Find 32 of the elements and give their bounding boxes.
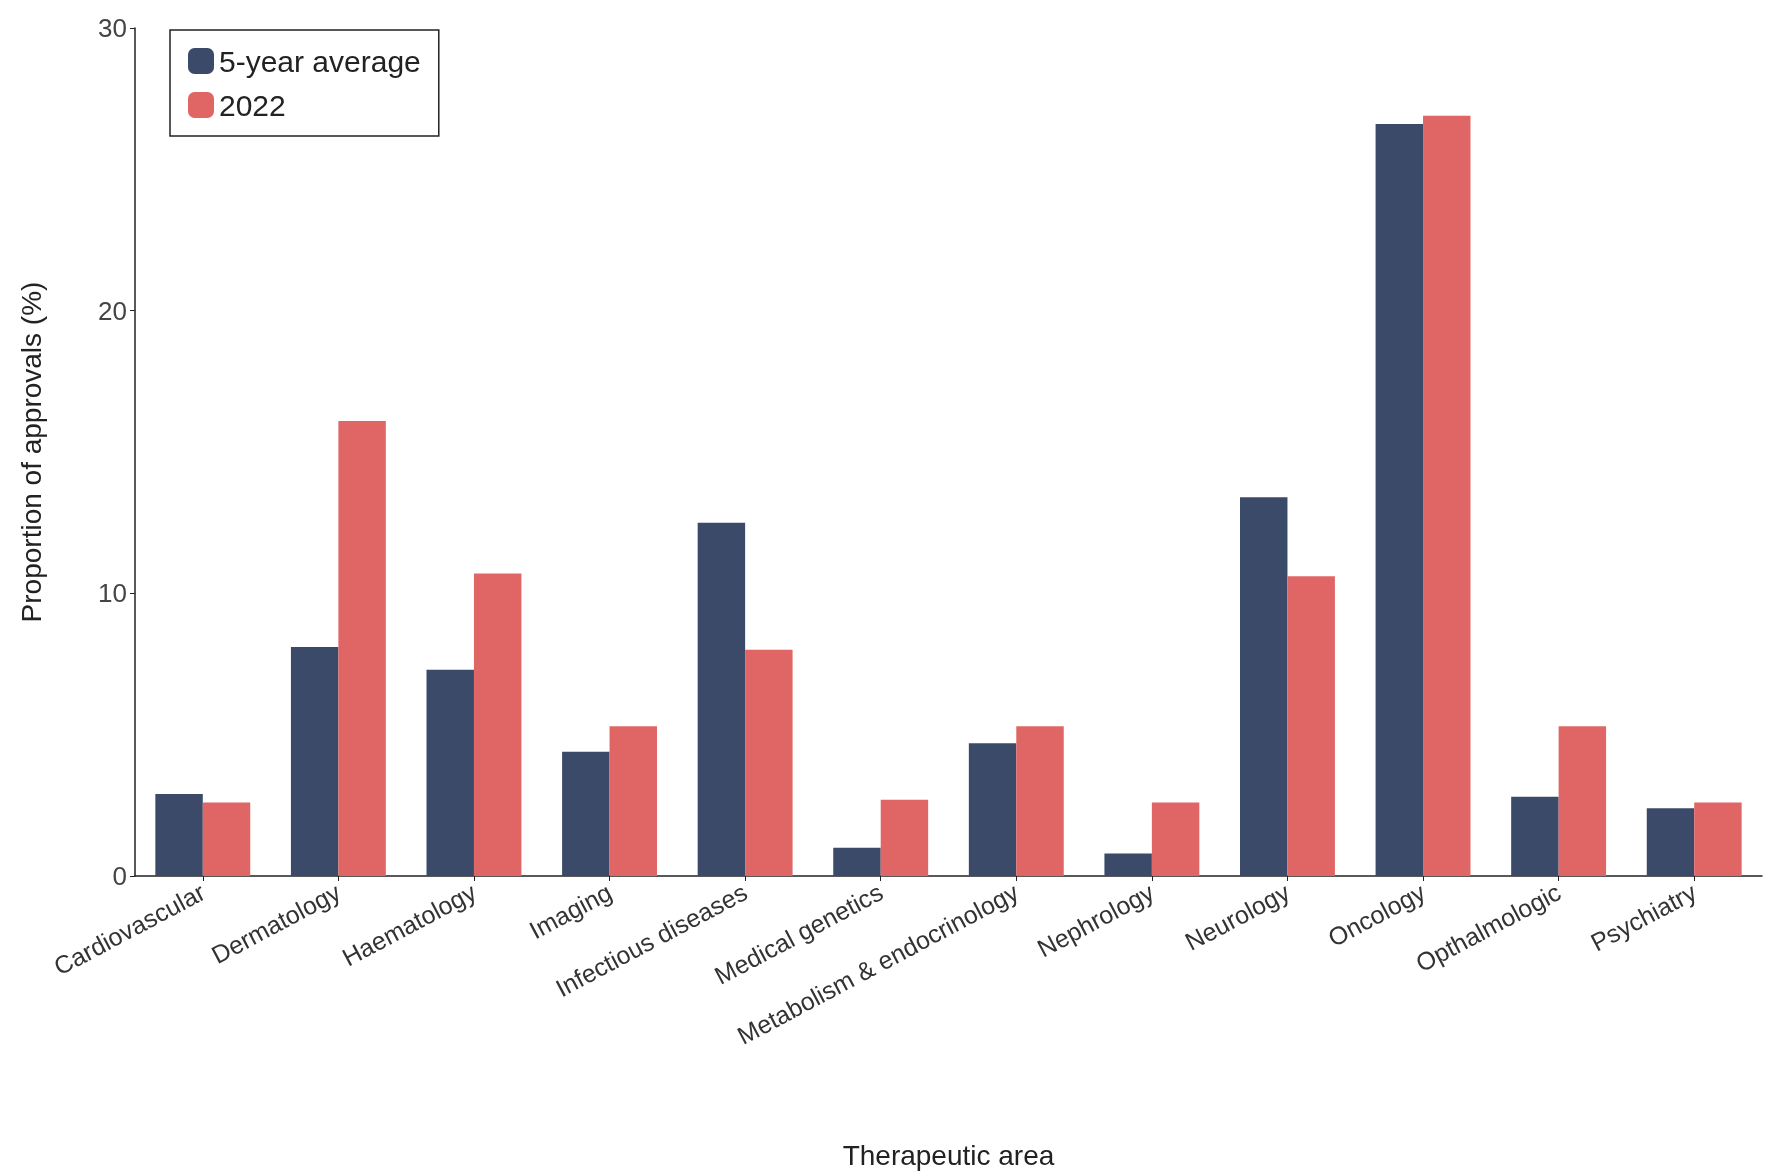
x-axis-title: Therapeutic area (842, 1139, 1055, 1171)
bar (426, 669, 474, 876)
y-tick-label: 30 (98, 13, 127, 43)
bar (1240, 497, 1288, 876)
y-tick-label: 10 (98, 578, 127, 609)
bar (1694, 802, 1742, 876)
bar (1646, 808, 1695, 876)
bar (609, 726, 657, 876)
legend-label: 2022 (219, 88, 286, 122)
y-tick-label: 0 (112, 861, 127, 891)
bar (880, 799, 929, 876)
bar (1151, 802, 1200, 876)
legend-label: 5-year average (219, 44, 421, 78)
bar (968, 743, 1017, 876)
bar (1558, 726, 1607, 876)
bar (1016, 726, 1064, 876)
bar (745, 649, 793, 876)
bar (1287, 576, 1335, 876)
bar (697, 522, 746, 876)
bar (473, 573, 522, 876)
bar (833, 847, 881, 876)
y-axis-title: Proportion of approvals (%) (15, 281, 47, 623)
bar (155, 794, 203, 876)
bar (1511, 796, 1559, 876)
bar (338, 420, 386, 876)
bar (562, 751, 610, 876)
bar (1104, 853, 1152, 876)
bar (1375, 124, 1424, 876)
y-tick-label: 20 (98, 295, 127, 326)
bar (290, 647, 339, 876)
bar (202, 802, 251, 876)
bar (1423, 115, 1471, 876)
